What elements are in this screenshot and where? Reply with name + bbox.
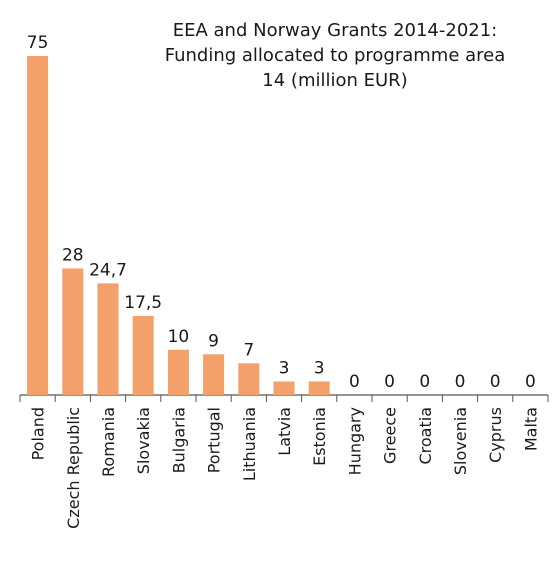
data-label: 28 [62,245,84,265]
data-label: 17,5 [124,293,162,313]
x-tick-label: Greece [381,407,400,464]
x-tick-label: Poland [29,407,48,460]
chart-title-line-1: EEA and Norway Grants 2014-2021: [172,20,498,41]
bar-latvia [273,381,295,395]
x-tick-label: Latvia [275,407,294,456]
bar-romania [97,283,119,395]
data-label: 7 [243,340,254,360]
x-tick-label: Malta [521,407,540,451]
x-tick-label: Czech Republic [64,407,83,529]
data-label: 75 [27,33,49,53]
x-tick-label: Slovenia [451,407,470,475]
x-tick-label: Slovakia [134,407,153,474]
data-label: 0 [419,372,430,392]
bar-czech-republic [62,268,84,395]
x-tick-label: Romania [99,407,118,477]
data-label: 0 [384,372,395,392]
data-label: 24,7 [89,260,127,280]
x-tick-label: Croatia [416,407,435,465]
bar-lithuania [238,363,260,395]
data-label: 0 [490,372,501,392]
data-label: 0 [455,372,466,392]
bar-estonia [308,381,330,395]
data-label: 10 [168,327,190,347]
x-tick-label: Bulgaria [169,407,188,473]
data-label: 0 [349,372,360,392]
x-tick-label: Portugal [205,407,224,473]
data-label: 3 [314,358,325,378]
data-label: 9 [208,331,219,351]
bar-slovakia [132,315,154,395]
x-tick-label: Lithuania [240,407,259,481]
data-label: 3 [279,358,290,378]
x-tick-label: Hungary [345,407,364,475]
chart-title-line-3: 14 (million EUR) [262,70,408,91]
data-label: 0 [525,372,536,392]
chart-title-line-2: Funding allocated to programme area [164,45,506,66]
bar-portugal [203,354,225,395]
x-tick-label: Cyprus [486,407,505,463]
bar-bulgaria [167,349,189,395]
bar-poland [27,56,49,395]
x-tick-label: Estonia [310,407,329,466]
